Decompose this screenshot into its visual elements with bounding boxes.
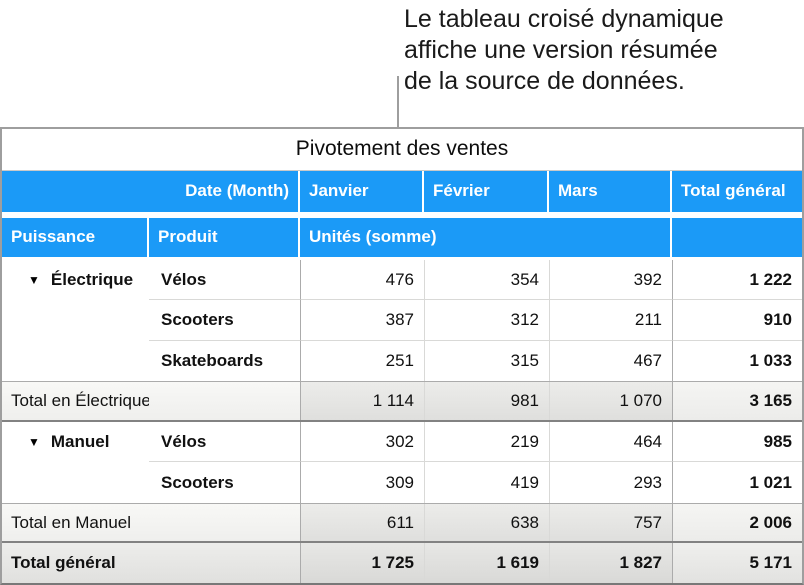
grand-total-cell: 1 827 xyxy=(549,543,672,583)
subtotal-cell: 757 xyxy=(549,503,672,542)
value-cell: 354 xyxy=(424,259,549,301)
table-row: Scooters 387 312 211 910 xyxy=(2,300,802,341)
header-empty-cell xyxy=(672,218,802,257)
grand-total-label-spacer xyxy=(149,543,300,583)
grand-total-cell: 1 619 xyxy=(424,543,549,583)
group-name: Manuel xyxy=(50,432,110,452)
value-cell: 392 xyxy=(549,259,672,301)
group-name: Électrique xyxy=(50,270,134,290)
group-label-spacer xyxy=(2,300,149,341)
subtotal-cell: 611 xyxy=(300,503,424,542)
disclosure-triangle-icon[interactable]: ▼ xyxy=(28,435,40,450)
subtotal-total-cell: 3 165 xyxy=(672,382,802,420)
grand-total-cell: 1 725 xyxy=(300,543,424,583)
table-row: ▼ Électrique Vélos 476 354 392 1 222 xyxy=(2,259,802,301)
value-cell: 219 xyxy=(424,421,549,463)
subtotal-cell: 1 070 xyxy=(549,382,672,420)
product-label: Vélos xyxy=(149,422,300,463)
subtotal-row-electrique: Total en Électrique 1 114 981 1 070 3 16… xyxy=(2,381,802,422)
product-label: Vélos xyxy=(149,260,300,301)
field-header-row: Puissance Produit Unités (somme) xyxy=(2,217,802,257)
subtotal-row-manuel: Total en Manuel 611 638 757 2 006 xyxy=(2,502,802,544)
value-cell: 211 xyxy=(549,300,672,341)
value-cell: 302 xyxy=(300,421,424,463)
value-cell: 309 xyxy=(300,462,424,503)
column-header-row: Date (Month) Janvier Février Mars Total … xyxy=(2,170,802,212)
row-total-cell: 910 xyxy=(672,300,802,341)
subtotal-label-spacer xyxy=(149,382,300,420)
value-cell: 312 xyxy=(424,300,549,341)
group-label-electrique: ▼ Électrique xyxy=(2,260,149,301)
subtotal-label: Total en Électrique xyxy=(2,382,149,420)
subtotal-cell: 1 114 xyxy=(300,382,424,420)
callout-text-line: Le tableau croisé dynamique xyxy=(404,5,724,33)
callout-connector-line xyxy=(397,76,399,127)
value-cell: 293 xyxy=(549,462,672,503)
grand-total-row: Total général 1 725 1 619 1 827 5 171 xyxy=(2,543,802,583)
value-cell: 315 xyxy=(424,340,549,382)
header-row-gap xyxy=(2,211,802,218)
row-total-cell: 1 021 xyxy=(672,462,802,503)
group-label-spacer xyxy=(2,341,149,382)
subtotal-label-spacer xyxy=(149,503,300,542)
header-puissance: Puissance xyxy=(2,217,149,257)
value-cell: 387 xyxy=(300,300,424,341)
header-date-month: Date (Month) xyxy=(2,170,300,212)
subtotal-cell: 638 xyxy=(424,503,549,542)
header-mars: Mars xyxy=(549,170,672,212)
table-row: Scooters 309 419 293 1 021 xyxy=(2,462,802,503)
product-label: Skateboards xyxy=(161,351,264,371)
pivot-table: Pivotement des ventes Date (Month) Janvi… xyxy=(0,127,804,585)
table-row: Skateboards 251 315 467 1 033 xyxy=(2,340,802,382)
subtotal-cell: 981 xyxy=(424,382,549,420)
callout-text-line: affiche une version résumée xyxy=(404,36,718,64)
table-title-row: Pivotement des ventes xyxy=(2,129,802,171)
subtotal-total-cell: 2 006 xyxy=(672,503,802,542)
group-label-spacer xyxy=(2,462,149,503)
header-produit: Produit xyxy=(149,217,300,257)
row-total-cell: 1 222 xyxy=(672,259,802,301)
header-total-general: Total général xyxy=(681,181,786,201)
row-total-cell: 1 033 xyxy=(672,340,802,382)
product-label: Scooters xyxy=(161,472,234,492)
header-unites-somme: Unités (somme) xyxy=(300,217,672,257)
product-label: Scooters xyxy=(149,300,300,341)
callout-text: Le tableau croisé dynamique affiche une … xyxy=(404,4,724,97)
table-row: ▼ Manuel Vélos 302 219 464 985 xyxy=(2,421,802,463)
group-label-manuel: ▼ Manuel xyxy=(2,422,149,463)
row-total-cell: 985 xyxy=(672,421,802,463)
disclosure-triangle-icon[interactable]: ▼ xyxy=(28,273,40,288)
value-cell: 419 xyxy=(424,462,549,503)
grand-total-total-cell: 5 171 xyxy=(672,543,802,583)
table-title: Pivotement des ventes xyxy=(295,137,509,161)
value-cell: 467 xyxy=(549,340,672,382)
header-janvier: Janvier xyxy=(300,170,424,212)
grand-total-label: Total général xyxy=(2,543,149,583)
subtotal-label: Total en Manuel xyxy=(2,503,149,542)
callout-text-line: de la source de données. xyxy=(404,67,685,95)
value-cell: 476 xyxy=(300,259,424,301)
value-cell: 251 xyxy=(300,340,424,382)
value-cell: 464 xyxy=(549,421,672,463)
header-fevrier: Février xyxy=(424,170,549,212)
header-body-gap xyxy=(2,256,802,260)
